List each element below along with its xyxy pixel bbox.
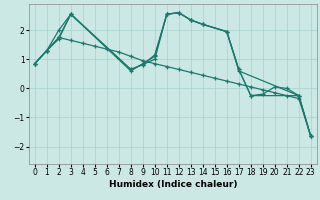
X-axis label: Humidex (Indice chaleur): Humidex (Indice chaleur) [108,180,237,189]
